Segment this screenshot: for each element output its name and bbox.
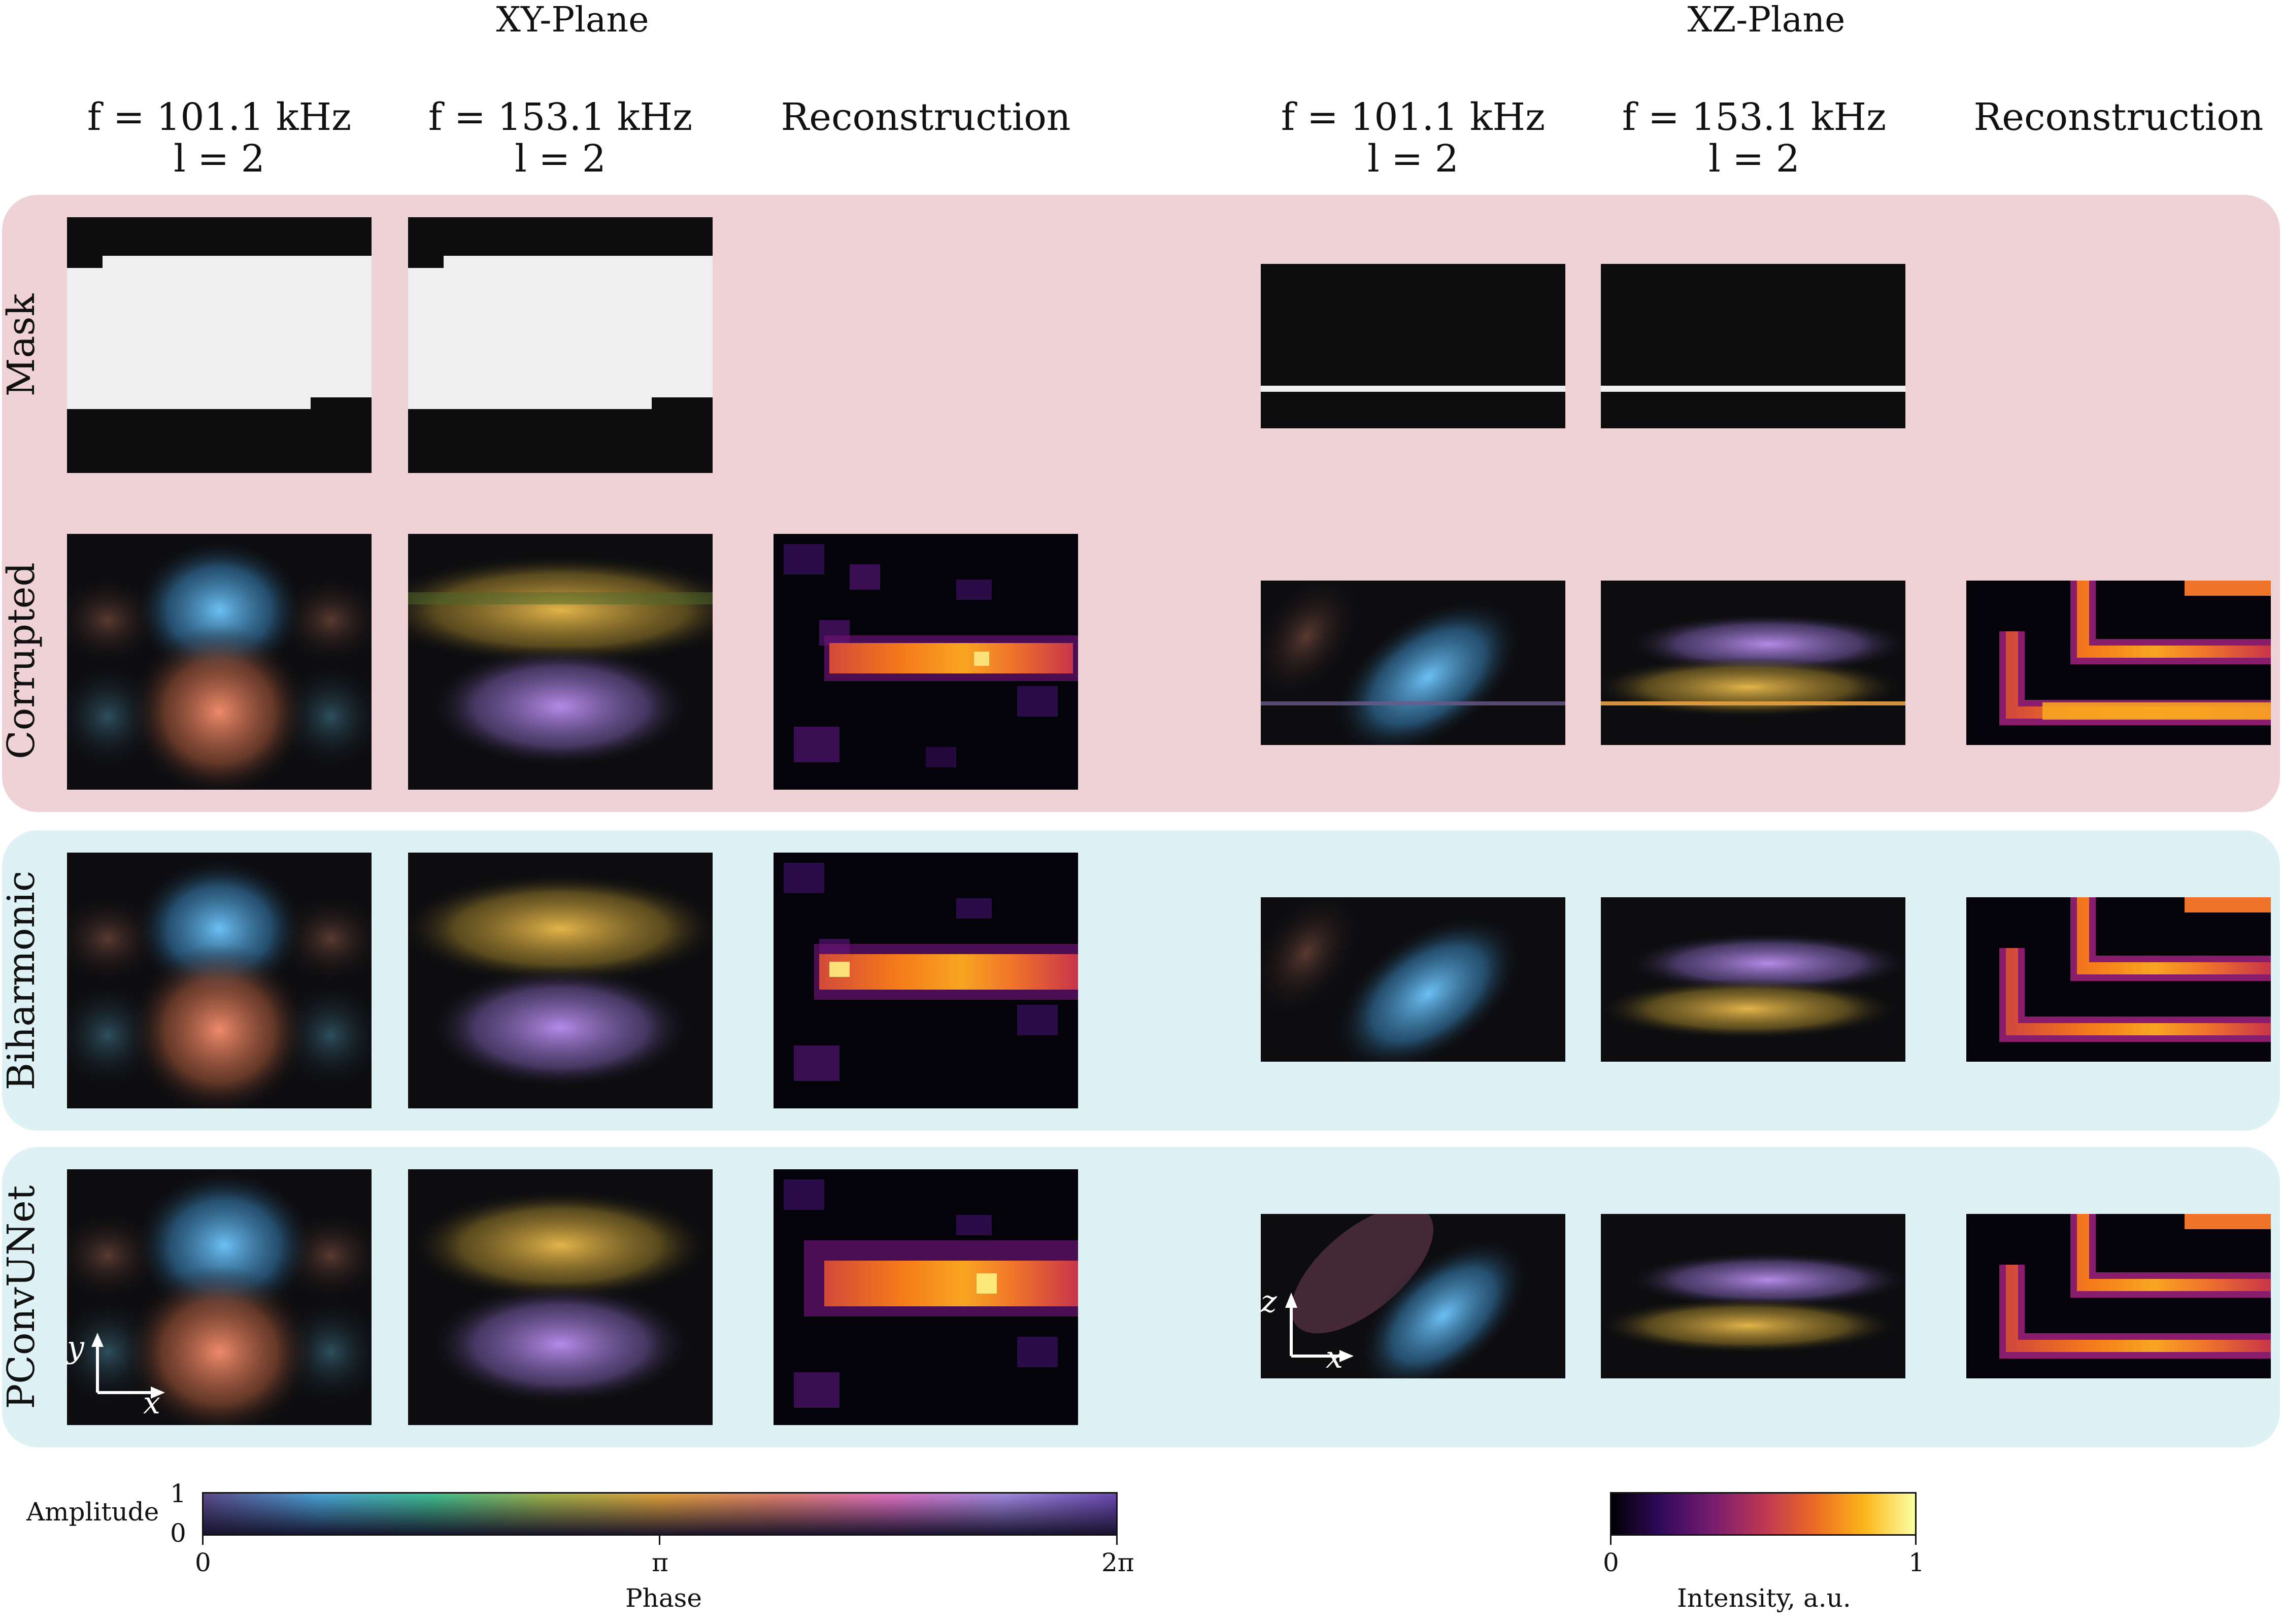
xy-col1-frequency: f = 101.1 kHz xyxy=(87,95,352,139)
row-label-pconvunet: PConvUNet xyxy=(0,1185,43,1409)
biharmonic-xy-153 xyxy=(408,853,713,1108)
pconvunet-xy-reconstruction xyxy=(774,1169,1078,1425)
corrupted-xz-101 xyxy=(1261,581,1565,745)
row-label-corrupted: Corrupted xyxy=(0,562,43,759)
pconvunet-xz-reconstruction xyxy=(1966,1214,2271,1378)
xy-plane-title: XY-Plane xyxy=(496,0,649,40)
phase-tick-pi: π xyxy=(652,1548,668,1577)
intensity-colorbar xyxy=(1610,1492,1917,1536)
mask-xy-101 xyxy=(67,217,372,473)
xz-col1-order: l = 2 xyxy=(1367,137,1459,181)
xz-col3-header: Reconstruction xyxy=(1973,95,2264,139)
xy-col2-order: l = 2 xyxy=(515,137,606,181)
phase-tick-mark-2pi xyxy=(1116,1536,1118,1545)
biharmonic-xy-reconstruction xyxy=(774,853,1078,1108)
biharmonic-xz-reconstruction xyxy=(1966,897,2271,1062)
xy-x-axis-label: x xyxy=(143,1385,160,1421)
xz-col2-header: f = 153.1 kHz l = 2 xyxy=(1592,96,1917,180)
xy-col2-header: f = 153.1 kHz l = 2 xyxy=(398,96,723,180)
xz-x-axis-label: x xyxy=(1326,1340,1343,1375)
amplitude-tick-0: 0 xyxy=(170,1518,186,1548)
pconvunet-xy-101 xyxy=(67,1169,372,1425)
corrupted-xy-101 xyxy=(67,534,372,790)
amplitude-tick-1: 1 xyxy=(170,1479,186,1508)
row-label-biharmonic: Biharmonic xyxy=(0,870,43,1091)
xz-col2-frequency: f = 153.1 kHz xyxy=(1622,95,1887,139)
xy-y-axis-label: y xyxy=(67,1330,84,1365)
corrupted-xz-153 xyxy=(1601,581,1905,745)
phase-title: Phase xyxy=(625,1583,702,1613)
xz-col2-order: l = 2 xyxy=(1708,137,1800,181)
pconvunet-xy-153 xyxy=(408,1169,713,1425)
intensity-tick-mark-0 xyxy=(1610,1536,1612,1545)
pconvunet-xz-153 xyxy=(1601,1214,1905,1378)
mask-xz-153 xyxy=(1601,264,1905,428)
xy-col2-frequency: f = 153.1 kHz xyxy=(428,95,693,139)
intensity-tick-0: 0 xyxy=(1603,1548,1619,1577)
xy-col1-header: f = 101.1 kHz l = 2 xyxy=(57,96,382,180)
xz-plane-title: XZ-Plane xyxy=(1687,0,1845,40)
intensity-tick-mark-1 xyxy=(1915,1536,1917,1545)
phase-tick-mark-0 xyxy=(202,1536,204,1545)
xy-col1-order: l = 2 xyxy=(174,137,265,181)
xz-col1-frequency: f = 101.1 kHz xyxy=(1281,95,1546,139)
phase-tick-2pi: 2π xyxy=(1101,1548,1134,1577)
phase-tick-mark-pi xyxy=(659,1536,660,1545)
corrupted-xy-153 xyxy=(408,534,713,790)
amplitude-label: Amplitude xyxy=(26,1497,159,1527)
biharmonic-xz-101 xyxy=(1261,897,1565,1062)
intensity-title: Intensity, a.u. xyxy=(1677,1583,1851,1613)
xz-col1-header: f = 101.1 kHz l = 2 xyxy=(1251,96,1575,180)
mask-xy-153 xyxy=(408,217,713,473)
corrupted-xz-reconstruction xyxy=(1966,581,2271,745)
intensity-tick-1: 1 xyxy=(1908,1548,1925,1577)
biharmonic-xz-153 xyxy=(1601,897,1905,1062)
phase-tick-0: 0 xyxy=(195,1548,211,1577)
biharmonic-xy-101 xyxy=(67,853,372,1108)
xz-z-axis-label: z xyxy=(1261,1284,1277,1319)
pconvunet-xz-101 xyxy=(1261,1214,1565,1378)
row-label-mask: Mask xyxy=(0,293,43,397)
mask-xz-101 xyxy=(1261,264,1565,428)
corrupted-xy-reconstruction xyxy=(774,534,1078,790)
xy-col3-header: Reconstruction xyxy=(781,95,1071,139)
phase-colorbar xyxy=(202,1492,1118,1536)
